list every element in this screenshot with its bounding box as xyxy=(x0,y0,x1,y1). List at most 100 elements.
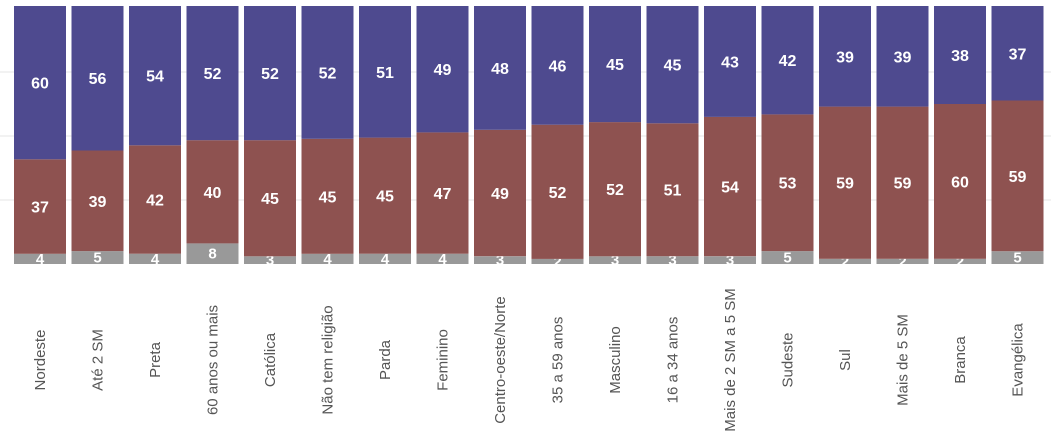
bar-blue-segment-10 xyxy=(589,6,641,123)
data-label-blue-segment-10: 45 xyxy=(606,57,624,74)
bar-blue-segment-8 xyxy=(474,6,526,130)
bar-red-segment-10 xyxy=(589,122,641,257)
data-label-grey-segment-8: 3 xyxy=(496,252,504,269)
bar-grey-segment-0 xyxy=(14,253,66,264)
data-label-blue-segment-2: 54 xyxy=(146,69,164,86)
bar-red-segment-0 xyxy=(14,159,66,254)
data-label-red-segment-8: 49 xyxy=(491,186,509,203)
data-label-red-segment-15: 59 xyxy=(894,176,912,193)
category-label-11: 16 a 34 anos xyxy=(665,317,682,404)
bar-blue-segment-2 xyxy=(129,6,181,146)
bar-blue-segment-12 xyxy=(704,6,756,117)
data-label-blue-segment-7: 49 xyxy=(434,62,452,79)
category-label-12: Mais de 2 SM a 5 SM xyxy=(722,288,739,431)
data-label-blue-segment-3: 52 xyxy=(204,66,222,83)
bar-grey-segment-6 xyxy=(359,253,411,264)
data-label-red-segment-0: 37 xyxy=(31,200,49,217)
data-label-red-segment-13: 53 xyxy=(779,176,797,193)
data-label-grey-segment-12: 3 xyxy=(726,252,734,269)
bar-red-segment-2 xyxy=(129,145,181,254)
data-label-blue-segment-13: 42 xyxy=(779,53,797,70)
bar-red-segment-13 xyxy=(761,114,814,252)
data-label-grey-segment-17: 5 xyxy=(1013,250,1021,267)
bar-red-segment-1 xyxy=(71,150,124,252)
bar-grey-segment-4 xyxy=(244,256,296,264)
data-label-grey-segment-5: 4 xyxy=(323,251,332,268)
data-label-red-segment-16: 60 xyxy=(951,174,969,191)
data-label-blue-segment-6: 51 xyxy=(376,65,394,82)
data-label-red-segment-3: 40 xyxy=(204,185,222,202)
category-label-17: Evangélica xyxy=(1010,323,1027,397)
bar-red-segment-15 xyxy=(876,106,929,259)
category-label-10: Masculino xyxy=(607,326,624,394)
bar-blue-segment-4 xyxy=(244,6,296,141)
data-label-blue-segment-12: 43 xyxy=(721,55,739,72)
data-label-grey-segment-16: 2 xyxy=(956,253,964,270)
category-label-14: Sul xyxy=(837,349,854,371)
bar-grey-segment-15 xyxy=(876,258,929,264)
data-label-red-segment-4: 45 xyxy=(261,191,279,208)
data-label-grey-segment-15: 2 xyxy=(898,253,906,270)
bar-red-segment-11 xyxy=(646,123,699,257)
data-label-blue-segment-16: 38 xyxy=(951,48,969,65)
data-label-grey-segment-2: 4 xyxy=(151,251,160,268)
bar-grey-segment-14 xyxy=(819,258,871,264)
bar-blue-segment-11 xyxy=(646,6,699,124)
bar-blue-segment-17 xyxy=(991,6,1044,101)
category-label-8: Centro-oeste/Norte xyxy=(492,296,509,424)
data-label-blue-segment-1: 56 xyxy=(89,71,107,88)
bar-grey-segment-10 xyxy=(589,256,641,264)
data-label-blue-segment-5: 52 xyxy=(319,65,337,82)
bar-blue-segment-3 xyxy=(186,6,239,141)
bar-grey-segment-3 xyxy=(186,243,239,264)
bar-grey-segment-11 xyxy=(646,256,699,264)
data-label-red-segment-9: 52 xyxy=(549,185,567,202)
data-label-red-segment-6: 45 xyxy=(376,189,394,206)
bar-blue-segment-13 xyxy=(761,6,814,115)
category-label-0: Nordeste xyxy=(32,330,49,391)
data-label-red-segment-14: 59 xyxy=(836,176,854,193)
bar-red-segment-17 xyxy=(991,100,1044,252)
data-label-red-segment-2: 42 xyxy=(146,193,164,210)
data-label-grey-segment-3: 8 xyxy=(208,246,216,263)
bar-grey-segment-16 xyxy=(934,258,986,264)
bar-blue-segment-16 xyxy=(934,6,986,104)
data-label-red-segment-1: 39 xyxy=(89,194,107,211)
bar-blue-segment-9 xyxy=(531,6,584,125)
data-label-grey-segment-6: 4 xyxy=(381,251,390,268)
bar-blue-segment-1 xyxy=(71,6,124,151)
data-label-grey-segment-0: 4 xyxy=(36,251,45,268)
bar-red-segment-8 xyxy=(474,129,526,257)
bar-red-segment-16 xyxy=(934,104,986,259)
data-label-blue-segment-8: 48 xyxy=(491,61,509,78)
data-label-blue-segment-17: 37 xyxy=(1009,46,1027,63)
bar-grey-segment-12 xyxy=(704,256,756,264)
data-label-grey-segment-4: 3 xyxy=(266,252,274,269)
data-label-red-segment-11: 51 xyxy=(664,183,682,200)
data-label-blue-segment-0: 60 xyxy=(31,76,49,93)
category-label-7: Feminino xyxy=(435,329,452,391)
data-label-grey-segment-14: 2 xyxy=(841,253,849,270)
data-label-grey-segment-10: 3 xyxy=(611,252,619,269)
bar-red-segment-12 xyxy=(704,116,756,257)
data-label-blue-segment-11: 45 xyxy=(664,58,682,75)
bar-red-segment-14 xyxy=(819,106,871,259)
bar-grey-segment-8 xyxy=(474,256,526,264)
bar-grey-segment-1 xyxy=(71,251,124,264)
data-label-grey-segment-9: 2 xyxy=(553,253,561,270)
data-label-red-segment-10: 52 xyxy=(606,182,624,199)
data-label-blue-segment-15: 39 xyxy=(894,49,912,66)
bar-blue-segment-0 xyxy=(14,6,66,160)
data-label-red-segment-5: 45 xyxy=(319,189,337,206)
data-label-red-segment-17: 59 xyxy=(1009,169,1027,186)
category-label-2: Preta xyxy=(147,341,164,378)
data-label-grey-segment-1: 5 xyxy=(93,250,101,267)
data-label-red-segment-7: 47 xyxy=(434,186,452,203)
bar-blue-segment-7 xyxy=(416,6,469,133)
category-label-5: Não tem religião xyxy=(320,305,337,414)
bar-grey-segment-5 xyxy=(301,253,354,264)
bar-blue-segment-5 xyxy=(301,6,354,139)
category-label-16: Branca xyxy=(952,336,969,384)
bar-grey-segment-2 xyxy=(129,253,181,264)
